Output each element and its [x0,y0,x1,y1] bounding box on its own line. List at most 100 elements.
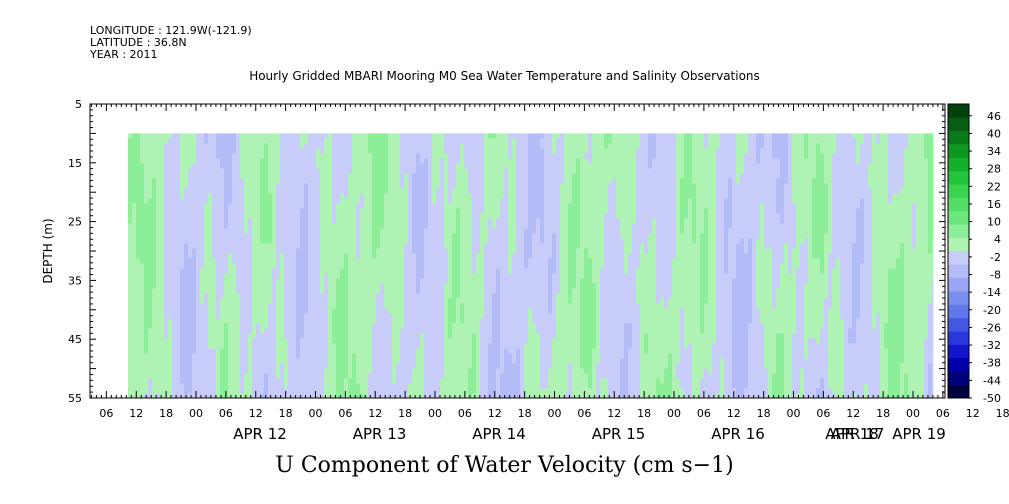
heatmap-cell [284,178,289,184]
heatmap-cell [376,263,381,269]
heatmap-cell [452,148,457,154]
heatmap-cell [192,198,197,204]
heatmap-cell [240,238,245,244]
heatmap-cell [248,178,253,184]
heatmap-cell [260,373,265,379]
heatmap-cell [140,233,145,239]
heatmap-cell [252,193,257,199]
heatmap-cell [240,258,245,264]
heatmap-cell [360,378,365,384]
heatmap-cell [132,178,137,184]
heatmap-cell [364,228,369,234]
heatmap-cell [484,253,489,259]
heatmap-cell [196,228,201,234]
heatmap-cell [420,178,425,184]
heatmap-cell [188,203,193,209]
heatmap-cell [196,158,201,164]
heatmap-cell [144,248,149,254]
heatmap-cell [408,308,413,314]
heatmap-cell [196,233,201,239]
heatmap-cell [456,203,461,209]
heatmap-cell [212,183,217,189]
heatmap-cell [168,228,173,234]
heatmap-cell [268,183,273,189]
heatmap-cell [500,268,505,274]
heatmap-cell [160,373,165,379]
heatmap-cell [440,318,445,324]
heatmap-cell [484,308,489,314]
heatmap-cell [148,268,153,274]
heatmap-cell [404,303,409,309]
heatmap-cell [144,293,149,299]
heatmap-cell [292,288,297,294]
heatmap-cell [128,208,133,214]
heatmap-cell [360,303,365,309]
heatmap-cell [200,228,205,234]
heatmap-cell [152,138,157,144]
heatmap-cell [304,188,309,194]
heatmap-cell [208,313,213,319]
heatmap-cell [224,338,229,344]
heatmap-cell [380,393,385,398]
heatmap-cell [384,273,389,279]
heatmap-cell [276,298,281,304]
heatmap-cell [324,343,329,349]
heatmap-cell [232,373,237,379]
heatmap-cell [340,348,345,354]
heatmap-cell [140,308,145,314]
heatmap-cell [328,313,333,319]
heatmap-cell [172,213,177,219]
heatmap-cell [452,193,457,199]
heatmap-cell [428,253,433,259]
heatmap-cell [448,168,453,174]
heatmap-cell [332,208,337,214]
heatmap-cell [188,363,193,369]
heatmap-cell [492,178,497,184]
heatmap-cell [356,163,361,169]
heatmap-cell [164,358,169,364]
heatmap-cell [308,308,313,314]
heatmap-cell [244,173,249,179]
heatmap-cell [188,323,193,329]
heatmap-cell [436,153,441,159]
heatmap-cell [272,333,277,339]
heatmap-cell [248,208,253,214]
heatmap-cell [348,148,353,154]
heatmap-cell [440,383,445,389]
heatmap-cell [184,323,189,329]
heatmap-cell [420,378,425,384]
heatmap-cell [140,208,145,214]
heatmap-cell [500,383,505,389]
heatmap-cell [208,393,213,398]
heatmap-cell [168,258,173,264]
heatmap-cell [288,193,293,199]
heatmap-cell [344,218,349,224]
heatmap-layer [128,133,934,398]
heatmap-cell [488,218,493,224]
heatmap-cell [192,348,197,354]
heatmap-cell [160,208,165,214]
heatmap-cell [432,188,437,194]
heatmap-cell [504,158,509,164]
heatmap-cell [264,293,269,299]
heatmap-cell [228,293,233,299]
heatmap-cell [400,238,405,244]
heatmap-cell [372,378,377,384]
heatmap-cell [268,208,273,214]
heatmap-cell [224,168,229,174]
heatmap-cell [304,278,309,284]
heatmap-cell [208,253,213,259]
heatmap-cell [204,253,209,259]
heatmap-cell [212,198,217,204]
heatmap-cell [188,168,193,174]
heatmap-cell [220,343,225,349]
heatmap-cell [424,268,429,274]
heatmap-cell [184,263,189,269]
heatmap-cell [272,363,277,369]
heatmap-cell [284,308,289,314]
heatmap-cell [444,133,449,139]
heatmap-cell [132,383,137,389]
heatmap-cell [192,388,197,394]
heatmap-cell [324,198,329,204]
